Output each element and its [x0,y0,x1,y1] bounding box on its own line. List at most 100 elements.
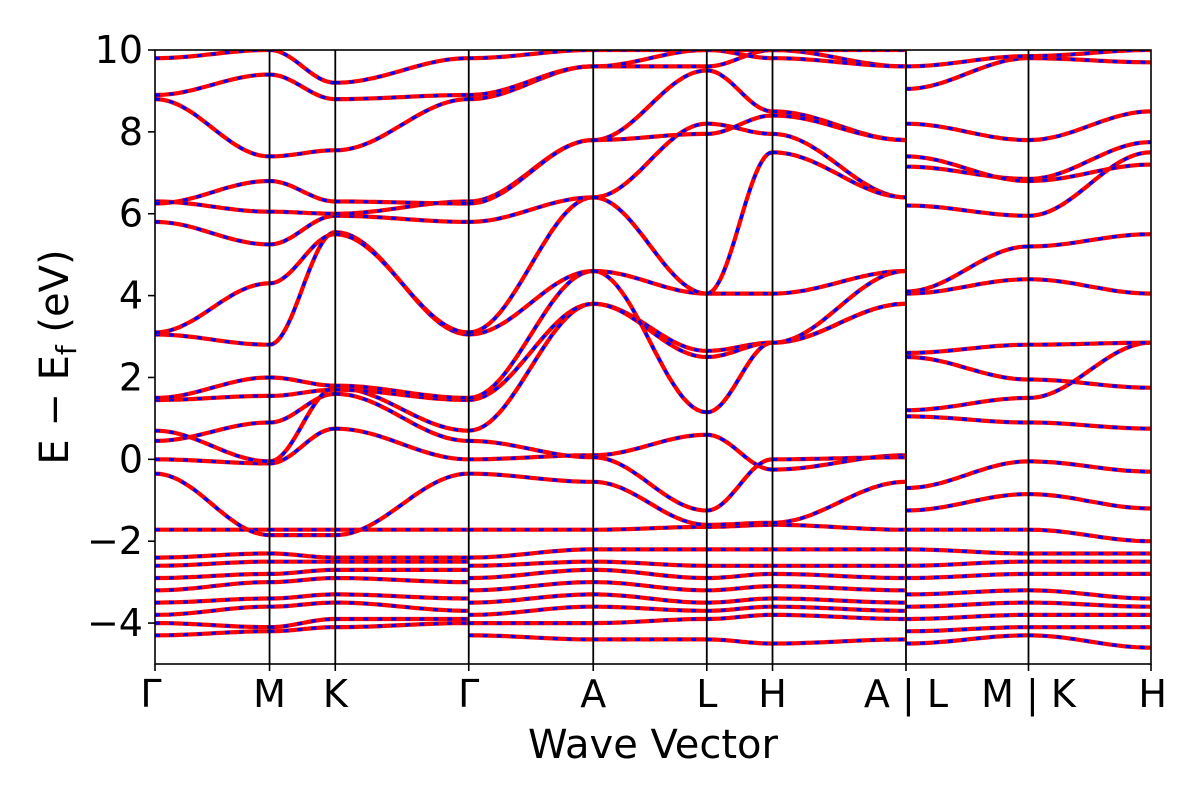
band-line-dashed [269,625,336,633]
y-axis-title: E − Ef (eV) [32,249,83,464]
band-line-dashed [335,56,469,85]
y-tick-label: −4 [87,601,143,645]
band-line [706,432,773,472]
band-line-dashed [906,414,1029,425]
y-tick-label: 0 [119,437,143,481]
band-line-dashed [155,560,270,568]
band-line-dashed [706,596,773,605]
band-line [468,559,594,568]
band-line-dashed [155,580,270,592]
band-line-dashed [906,343,1029,355]
band-line-dashed [706,113,773,136]
band-line-dashed [1028,633,1151,650]
band-line-dashed [269,568,336,576]
band-line-dashed [706,341,773,414]
band-line-dashed [593,617,707,625]
band-line-dashed [155,420,270,443]
band-line-dashed [155,73,270,97]
band-line-dashed [269,232,336,285]
x-tick-label: K [323,672,349,716]
band-line [468,195,594,224]
band-line [468,64,594,98]
band-line [905,121,1029,143]
x-tick-label: A [580,672,606,716]
band-line-dashed [155,375,270,400]
x-tick-label: M | K [981,672,1077,717]
band-line-dashed [906,601,1029,609]
band-line [269,387,336,398]
band-line-dashed [905,203,1029,218]
band-line-dashed [593,269,707,296]
band-line [772,56,907,69]
band-line-dashed [468,302,594,402]
x-axis-title: Wave Vector [528,722,779,768]
band-line [335,383,469,400]
band-line-dashed [772,302,907,345]
band-line-dashed [906,588,1029,596]
band-line [269,213,336,247]
band-line [1028,162,1151,184]
band-line-dashed [155,50,270,60]
band-line-dashed [269,601,336,609]
band-line-dashed [155,179,270,206]
band-line-dashed [1028,341,1151,347]
band-line-dashed [335,232,469,334]
band-line-dashed [1028,150,1151,218]
band-line [1028,140,1151,181]
band-line-dashed [906,633,1029,646]
x-tick-label: H [1138,672,1167,716]
band-line [468,592,594,605]
y-axis-title-unit: (eV) [32,249,78,345]
band-line [335,199,469,206]
band-line [772,612,906,622]
band-line [593,455,707,513]
band-line [269,391,336,425]
band-line [269,616,336,630]
band-line-dashed [1028,341,1151,400]
band-line [772,604,906,613]
high-symmetry-lines [268,50,1030,664]
band-line-dashed [1028,232,1151,249]
band-line-dashed [1028,56,1151,64]
band-line [706,68,773,114]
band-line-dashed [772,269,907,296]
band-line [335,575,469,585]
band-line-dashed [772,480,907,525]
band-line-dashed [593,560,707,568]
band-line [468,580,594,593]
y-tick-label: 10 [95,28,143,72]
band-line [335,213,469,224]
band-line-dashed [155,394,270,402]
y-axis-ticks: −4 −2 0 2 4 6 8 10 [87,28,155,645]
band-line-dashed [593,50,707,68]
band-line-dashed [155,429,270,463]
band-line [155,97,270,159]
band-line-dashed [155,572,270,580]
band-line-dashed [906,613,1029,621]
x-tick-label: A | L [864,672,948,717]
band-line [772,455,906,462]
band-line-dashed [269,210,336,216]
band-line [593,121,707,200]
band-line-dashed [593,132,707,142]
band-line [772,268,907,345]
band-line-dashed [706,584,773,592]
band-line [468,471,594,484]
band-line [468,268,594,400]
band-line [593,479,707,527]
band-line-dashed [706,341,773,359]
band-line [1028,277,1151,296]
band-line [468,438,594,460]
band-line [1028,109,1151,143]
band-line-dashed [1028,588,1151,601]
band-line-dashed [593,433,707,457]
band-line [905,277,1029,296]
band-line [468,604,594,617]
band-line-dashed [269,551,336,560]
band-line-dashed [269,576,336,584]
band-line-dashed [593,525,707,532]
band-line [592,268,708,415]
band-line [335,621,469,630]
